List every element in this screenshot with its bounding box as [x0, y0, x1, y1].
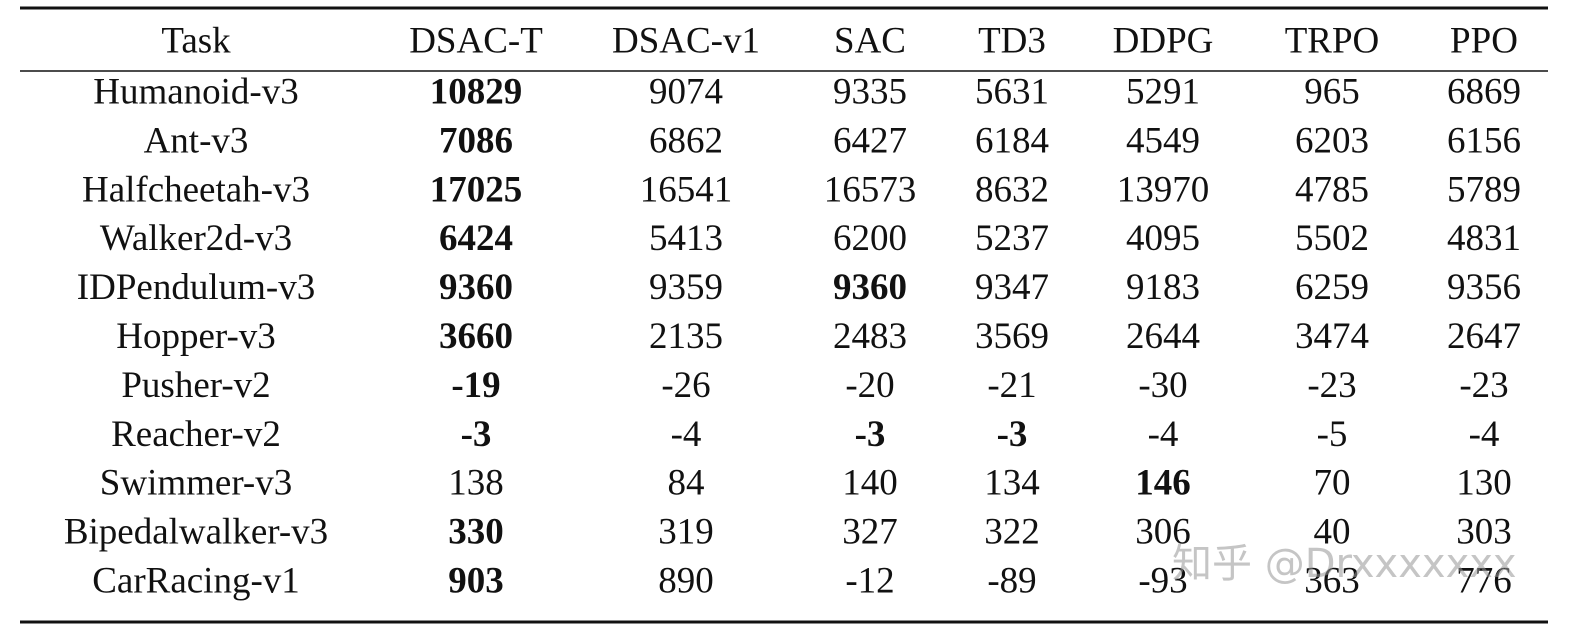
task-cell: Swimmer-v3	[100, 463, 292, 504]
value-cell: 146	[1135, 463, 1191, 504]
value-cell: 5502	[1295, 218, 1369, 259]
value-cell: 2647	[1447, 316, 1521, 357]
value-cell: -23	[1459, 365, 1508, 406]
value-cell: 16573	[824, 169, 917, 210]
value-cell: 5291	[1126, 71, 1200, 112]
value-cell: 4785	[1295, 169, 1369, 210]
value-cell: -89	[987, 560, 1036, 601]
value-cell: 13970	[1117, 169, 1210, 210]
header-cell: DSAC-T	[409, 20, 543, 61]
value-cell: 6184	[975, 120, 1049, 161]
value-cell: 4549	[1126, 120, 1200, 161]
task-cell: Halfcheetah-v3	[82, 169, 310, 210]
value-cell: 9335	[833, 71, 907, 112]
watermark: 知乎 @Drxxxxxxx	[1172, 541, 1517, 587]
value-cell: -5	[1317, 414, 1348, 455]
value-cell: 5413	[649, 218, 723, 259]
value-cell: -19	[451, 365, 500, 406]
value-cell: 16541	[640, 169, 733, 210]
value-cell: -4	[1148, 414, 1179, 455]
value-cell: -4	[1469, 414, 1500, 455]
value-cell: 84	[668, 463, 705, 504]
value-cell: 6156	[1447, 120, 1521, 161]
value-cell: 10829	[430, 71, 523, 112]
value-cell: 9360	[439, 267, 513, 308]
value-cell: 5237	[975, 218, 1049, 259]
value-cell: 6259	[1295, 267, 1369, 308]
value-cell: 3474	[1295, 316, 1369, 357]
value-cell: 303	[1456, 512, 1512, 553]
value-cell: 130	[1456, 463, 1512, 504]
value-cell: 890	[658, 560, 714, 601]
value-cell: 327	[842, 512, 898, 553]
value-cell: 4831	[1447, 218, 1521, 259]
value-cell: 5789	[1447, 169, 1521, 210]
value-cell: 138	[448, 463, 504, 504]
value-cell: 330	[448, 512, 504, 553]
value-cell: 6869	[1447, 71, 1521, 112]
value-cell: 140	[842, 463, 898, 504]
value-cell: 9360	[833, 267, 907, 308]
value-cell: 322	[984, 512, 1040, 553]
header-cell: PPO	[1450, 20, 1518, 61]
value-cell: -21	[987, 365, 1036, 406]
value-cell: 776	[1456, 560, 1512, 601]
header-cell: TRPO	[1285, 20, 1380, 61]
value-cell: 9356	[1447, 267, 1521, 308]
task-cell: CarRacing-v1	[92, 560, 300, 601]
header-cell: SAC	[834, 20, 906, 61]
value-cell: 40	[1314, 512, 1351, 553]
value-cell: -12	[845, 560, 894, 601]
value-cell: -3	[461, 414, 492, 455]
task-cell: Humanoid-v3	[93, 71, 299, 112]
value-cell: -30	[1138, 365, 1187, 406]
task-cell: Reacher-v2	[111, 414, 281, 455]
value-cell: 3660	[439, 316, 513, 357]
task-cell: Hopper-v3	[116, 316, 276, 357]
value-cell: 319	[658, 512, 714, 553]
value-cell: -93	[1138, 560, 1187, 601]
value-cell: 9183	[1126, 267, 1200, 308]
value-cell: 903	[448, 560, 504, 601]
value-cell: 2483	[833, 316, 907, 357]
task-cell: IDPendulum-v3	[77, 267, 315, 308]
header-cell: DDPG	[1113, 20, 1214, 61]
value-cell: 134	[984, 463, 1040, 504]
task-cell: Bipedalwalker-v3	[64, 512, 328, 553]
value-cell: -4	[671, 414, 702, 455]
value-cell: 6427	[833, 120, 907, 161]
value-cell: -3	[855, 414, 886, 455]
value-cell: 6200	[833, 218, 907, 259]
value-cell: 8632	[975, 169, 1049, 210]
value-cell: 965	[1304, 71, 1360, 112]
header-cell: TD3	[978, 20, 1046, 61]
value-cell: 306	[1135, 512, 1191, 553]
value-cell: 5631	[975, 71, 1049, 112]
value-cell: 3569	[975, 316, 1049, 357]
value-cell: 6862	[649, 120, 723, 161]
value-cell: 2135	[649, 316, 723, 357]
header-cell: DSAC-v1	[612, 20, 760, 61]
value-cell: 2644	[1126, 316, 1200, 357]
task-cell: Ant-v3	[144, 120, 249, 161]
value-cell: 17025	[430, 169, 523, 210]
value-cell: 7086	[439, 120, 513, 161]
header-cell: Task	[161, 20, 231, 61]
value-cell: 6424	[439, 218, 513, 259]
task-cell: Pusher-v2	[121, 365, 270, 406]
value-cell: 363	[1304, 560, 1360, 601]
value-cell: 6203	[1295, 120, 1369, 161]
value-cell: -23	[1307, 365, 1356, 406]
value-cell: 4095	[1126, 218, 1200, 259]
task-cell: Walker2d-v3	[100, 218, 292, 259]
value-cell: 70	[1314, 463, 1351, 504]
value-cell: 9347	[975, 267, 1049, 308]
value-cell: -26	[661, 365, 710, 406]
value-cell: -20	[845, 365, 894, 406]
value-cell: -3	[997, 414, 1028, 455]
value-cell: 9359	[649, 267, 723, 308]
value-cell: 9074	[649, 71, 723, 112]
